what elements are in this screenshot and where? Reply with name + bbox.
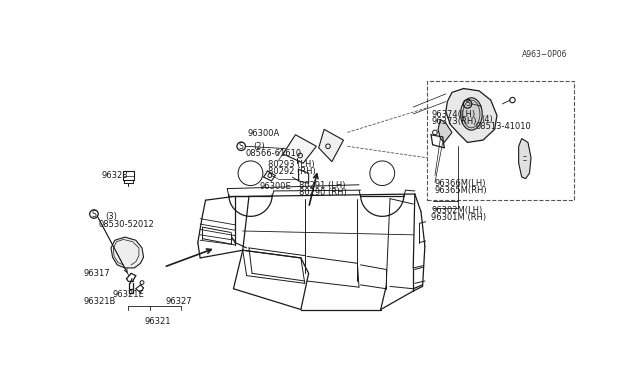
Polygon shape	[518, 139, 531, 179]
Text: S: S	[465, 99, 470, 108]
Polygon shape	[446, 89, 497, 142]
Polygon shape	[319, 129, 344, 162]
Text: 80291 (LH): 80291 (LH)	[298, 181, 345, 190]
Text: S: S	[92, 209, 97, 218]
Text: 96317: 96317	[84, 269, 111, 279]
Text: 96321: 96321	[144, 317, 171, 326]
Bar	[428, 81, 575, 200]
Text: 96321E: 96321E	[113, 290, 144, 299]
Text: 96374(LH): 96374(LH)	[431, 110, 475, 119]
Text: 96365M(RH): 96365M(RH)	[435, 186, 488, 195]
Text: A963−0P06: A963−0P06	[522, 50, 567, 59]
Text: 08530-52012: 08530-52012	[99, 220, 154, 229]
Ellipse shape	[461, 98, 482, 130]
Polygon shape	[438, 119, 452, 142]
Text: 96300A: 96300A	[248, 129, 280, 138]
Text: 80290 (RH): 80290 (RH)	[298, 188, 346, 197]
Text: 96373(RH): 96373(RH)	[431, 117, 477, 126]
Text: 96321B: 96321B	[84, 297, 116, 306]
Text: (3): (3)	[105, 212, 116, 221]
Text: (2): (2)	[253, 142, 264, 151]
Text: 96301M (RH): 96301M (RH)	[431, 213, 486, 222]
Polygon shape	[283, 135, 316, 163]
Text: 80293 (LH): 80293 (LH)	[268, 160, 315, 169]
Text: S: S	[239, 142, 244, 151]
Text: 96300E: 96300E	[260, 182, 292, 191]
Text: 08566-61610: 08566-61610	[245, 148, 301, 158]
Text: 80292 (RH): 80292 (RH)	[268, 167, 316, 176]
Text: 96328: 96328	[102, 171, 129, 180]
Text: 96366M(LH): 96366M(LH)	[435, 179, 486, 188]
Text: 08513-41010: 08513-41010	[476, 122, 531, 131]
Text: (4): (4)	[481, 115, 493, 124]
Text: 96302M(LH): 96302M(LH)	[431, 206, 483, 215]
Text: 96327: 96327	[165, 297, 192, 306]
Polygon shape	[111, 237, 143, 268]
